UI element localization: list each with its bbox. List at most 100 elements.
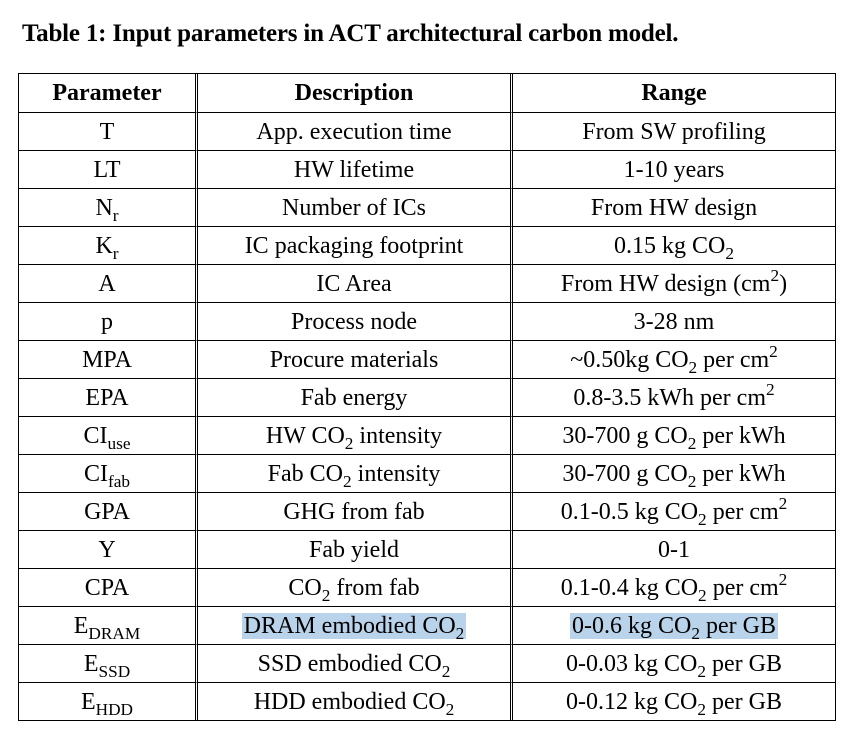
table-row: LT HW lifetime 1-10 years bbox=[19, 151, 835, 189]
cell-parameter: EDRAM bbox=[19, 607, 198, 645]
cell-range: From HW design bbox=[513, 189, 835, 227]
description-text-tail: from fab bbox=[330, 574, 420, 601]
range-text-mid: per cm bbox=[706, 574, 779, 601]
table-row: p Process node 3-28 nm bbox=[19, 303, 835, 341]
parameter-symbol: CI bbox=[83, 422, 108, 449]
text-highlight: 0-0.6 kg CO2 per GB bbox=[570, 612, 778, 642]
range-text-mid: per cm bbox=[697, 346, 770, 373]
range-superscript: 2 bbox=[765, 380, 775, 399]
header-range: Range bbox=[513, 74, 835, 113]
description-text: Process node bbox=[291, 308, 417, 335]
cell-parameter: ESSD bbox=[19, 645, 198, 683]
description-text: IC Area bbox=[316, 270, 392, 297]
range-text: 0-0.03 kg CO bbox=[566, 650, 698, 677]
parameters-table: Parameter Description Range T App. execut… bbox=[18, 73, 836, 721]
cell-parameter: EHDD bbox=[19, 683, 198, 720]
range-subscript: 2 bbox=[687, 471, 697, 491]
cell-description: Process node bbox=[198, 303, 513, 341]
range-subscript: 2 bbox=[698, 509, 707, 529]
range-subscript: 2 bbox=[691, 623, 700, 643]
range-superscript: 2 bbox=[770, 266, 780, 285]
table-row: CIuse HW CO2 intensity 30-700 g CO2 per kW… bbox=[19, 417, 835, 455]
description-text: IC packaging footprint bbox=[244, 232, 464, 259]
cell-range: 0.1-0.5 kg CO2 per cm2 bbox=[513, 493, 835, 531]
parameter-symbol: MPA bbox=[82, 346, 132, 373]
cell-parameter: Y bbox=[19, 531, 198, 569]
text-highlight: DRAM embodied CO2 bbox=[241, 612, 467, 642]
cell-description: Fab yield bbox=[198, 531, 513, 569]
range-text-mid: per GB bbox=[700, 612, 776, 639]
parameter-symbol: K bbox=[95, 232, 113, 259]
range-text: 3-28 nm bbox=[633, 308, 715, 335]
range-text-mid: per kWh bbox=[696, 422, 786, 449]
cell-range: 1-10 years bbox=[513, 151, 835, 189]
cell-description: CO2 from fab bbox=[198, 569, 513, 607]
header-description: Description bbox=[198, 74, 513, 113]
parameter-symbol: E bbox=[80, 688, 96, 715]
cell-description: Fab energy bbox=[198, 379, 513, 417]
description-subscript: 2 bbox=[441, 661, 451, 681]
cell-description: IC packaging footprint bbox=[198, 227, 513, 265]
range-text-tail: ) bbox=[779, 270, 788, 297]
table-row: CPA CO2 from fab 0.1-0.4 kg CO2 per cm2 bbox=[19, 569, 835, 607]
cell-range: 0-0.03 kg CO2 per GB bbox=[513, 645, 835, 683]
table-row: ESSD SSD embodied CO2 0-0.03 kg CO2 per GB bbox=[19, 645, 835, 683]
range-text: 0-0.6 kg CO bbox=[572, 612, 692, 639]
table-row: EHDD HDD embodied CO2 0-0.12 kg CO2 per GB bbox=[19, 683, 835, 720]
cell-description: Fab CO2 intensity bbox=[198, 455, 513, 493]
parameter-symbol: LT bbox=[93, 156, 121, 183]
parameter-symbol: E bbox=[73, 612, 89, 639]
description-text-tail: intensity bbox=[353, 422, 443, 449]
parameter-symbol: GPA bbox=[84, 498, 130, 525]
cell-parameter: p bbox=[19, 303, 198, 341]
range-text: 30-700 g CO bbox=[562, 460, 688, 487]
table-row: Y Fab yield 0-1 bbox=[19, 531, 835, 569]
cell-parameter: EPA bbox=[19, 379, 198, 417]
range-subscript: 2 bbox=[697, 661, 706, 681]
range-superscript: 2 bbox=[769, 342, 778, 361]
header-parameter: Parameter bbox=[19, 74, 198, 113]
cell-range: 30-700 g CO2 per kWh bbox=[513, 417, 835, 455]
cell-description: App. execution time bbox=[198, 113, 513, 151]
table-header-row: Parameter Description Range bbox=[19, 74, 835, 113]
description-subscript: 2 bbox=[321, 585, 331, 605]
range-text-mid: per GB bbox=[706, 688, 782, 715]
parameter-subscript: use bbox=[107, 433, 131, 453]
range-text: From HW design (cm bbox=[560, 270, 771, 297]
cell-range: From HW design (cm2) bbox=[513, 265, 835, 303]
description-text: App. execution time bbox=[256, 118, 452, 145]
cell-range: 0.1-0.4 kg CO2 per cm2 bbox=[513, 569, 835, 607]
range-superscript: 2 bbox=[778, 570, 788, 589]
range-text: 0-0.12 kg CO bbox=[566, 688, 698, 715]
cell-range: 3-28 nm bbox=[513, 303, 835, 341]
parameter-symbol: N bbox=[95, 194, 113, 221]
parameter-symbol: p bbox=[101, 308, 113, 335]
description-text: Fab yield bbox=[309, 536, 399, 563]
cell-range: 0.8-3.5 kWh per cm2 bbox=[513, 379, 835, 417]
description-subscript: 2 bbox=[343, 471, 352, 491]
description-text: HW lifetime bbox=[293, 156, 415, 183]
table-row: Nr Number of ICs From HW design bbox=[19, 189, 835, 227]
parameter-subscript: HDD bbox=[95, 699, 134, 719]
parameter-symbol: E bbox=[83, 650, 99, 677]
cell-range: 30-700 g CO2 per kWh bbox=[513, 455, 835, 493]
parameter-subscript: DRAM bbox=[88, 623, 141, 643]
table-row: MPA Procure materials ~0.50kg CO2 per cm2 bbox=[19, 341, 835, 379]
parameter-symbol: Y bbox=[98, 536, 116, 563]
cell-range: ~0.50kg CO2 per cm2 bbox=[513, 341, 835, 379]
range-text-mid: per cm bbox=[706, 498, 779, 525]
range-text: ~0.50kg CO bbox=[570, 346, 689, 373]
table-row: Kr IC packaging footprint 0.15 kg CO2 bbox=[19, 227, 835, 265]
range-text: 0.1-0.4 kg CO bbox=[560, 574, 699, 601]
range-text: From HW design bbox=[590, 194, 758, 221]
cell-description: Procure materials bbox=[198, 341, 513, 379]
range-subscript: 2 bbox=[687, 433, 697, 453]
description-text: GHG from fab bbox=[283, 498, 425, 525]
cell-range: From SW profiling bbox=[513, 113, 835, 151]
description-text: Procure materials bbox=[269, 346, 439, 373]
description-subscript: 2 bbox=[445, 699, 455, 719]
parameter-symbol: A bbox=[98, 270, 116, 297]
parameter-subscript: r bbox=[112, 243, 119, 263]
parameter-symbol: CPA bbox=[84, 574, 130, 601]
cell-description: IC Area bbox=[198, 265, 513, 303]
